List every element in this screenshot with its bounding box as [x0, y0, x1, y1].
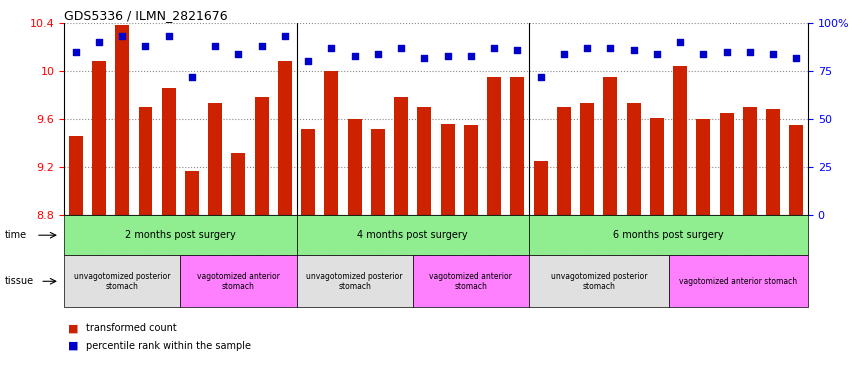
Bar [185, 170, 199, 384]
Bar [209, 103, 222, 384]
Point [487, 45, 501, 51]
Point [278, 33, 292, 40]
Text: unvagotomized posterior
stomach: unvagotomized posterior stomach [306, 271, 403, 291]
Bar [278, 61, 292, 384]
Bar [696, 119, 711, 384]
Point [441, 53, 455, 59]
Bar [789, 125, 804, 384]
Bar [673, 66, 687, 384]
Point [115, 33, 129, 40]
Point [604, 45, 617, 51]
Text: vagotomized anterior
stomach: vagotomized anterior stomach [429, 271, 512, 291]
Text: 4 months post surgery: 4 months post surgery [357, 230, 469, 240]
Point [581, 45, 594, 51]
Bar [255, 98, 268, 384]
Point [394, 45, 408, 51]
Bar [232, 153, 245, 384]
Bar [604, 77, 617, 384]
Text: percentile rank within the sample: percentile rank within the sample [86, 341, 251, 351]
Bar [139, 107, 152, 384]
Point [301, 58, 315, 65]
Bar [464, 125, 478, 384]
Point [743, 49, 757, 55]
Text: vagotomized anterior
stomach: vagotomized anterior stomach [197, 271, 280, 291]
Bar [115, 25, 129, 384]
Text: vagotomized anterior stomach: vagotomized anterior stomach [679, 277, 798, 286]
Bar [627, 103, 640, 384]
Bar [557, 107, 571, 384]
Point [69, 49, 83, 55]
Point [534, 74, 547, 80]
Bar [348, 119, 362, 384]
Bar [68, 136, 83, 384]
Point [464, 53, 478, 59]
Point [510, 47, 524, 53]
Point [720, 49, 734, 55]
Bar [487, 77, 501, 384]
Text: transformed count: transformed count [86, 323, 176, 333]
Text: unvagotomized posterior
stomach: unvagotomized posterior stomach [74, 271, 170, 291]
Point [209, 43, 222, 49]
Point [697, 51, 711, 57]
Text: unvagotomized posterior
stomach: unvagotomized posterior stomach [551, 271, 647, 291]
Text: ■: ■ [68, 341, 79, 351]
Bar [417, 107, 432, 384]
Bar [766, 109, 780, 384]
Bar [720, 113, 734, 384]
Point [650, 51, 663, 57]
Point [673, 39, 687, 45]
Bar [650, 118, 663, 384]
Point [789, 55, 803, 61]
Point [325, 45, 339, 51]
Bar [371, 129, 385, 384]
Point [186, 74, 199, 80]
Point [417, 55, 431, 61]
Bar [162, 88, 175, 384]
Point [371, 51, 385, 57]
Bar [92, 61, 106, 384]
Bar [394, 98, 408, 384]
Point [162, 33, 175, 40]
Bar [301, 129, 315, 384]
Point [92, 39, 106, 45]
Bar [440, 124, 455, 384]
Bar [324, 71, 339, 384]
Point [255, 43, 268, 49]
Point [627, 47, 640, 53]
Point [348, 53, 362, 59]
Point [139, 43, 152, 49]
Bar [510, 77, 524, 384]
Text: tissue: tissue [4, 276, 33, 286]
Text: GDS5336 / ILMN_2821676: GDS5336 / ILMN_2821676 [64, 9, 227, 22]
Bar [581, 103, 594, 384]
Point [766, 51, 780, 57]
Text: time: time [4, 230, 27, 240]
Bar [743, 107, 757, 384]
Bar [534, 161, 547, 384]
Text: 6 months post surgery: 6 months post surgery [613, 230, 724, 240]
Text: 2 months post surgery: 2 months post surgery [125, 230, 236, 240]
Point [232, 51, 245, 57]
Point [557, 51, 571, 57]
Text: ■: ■ [68, 323, 79, 333]
